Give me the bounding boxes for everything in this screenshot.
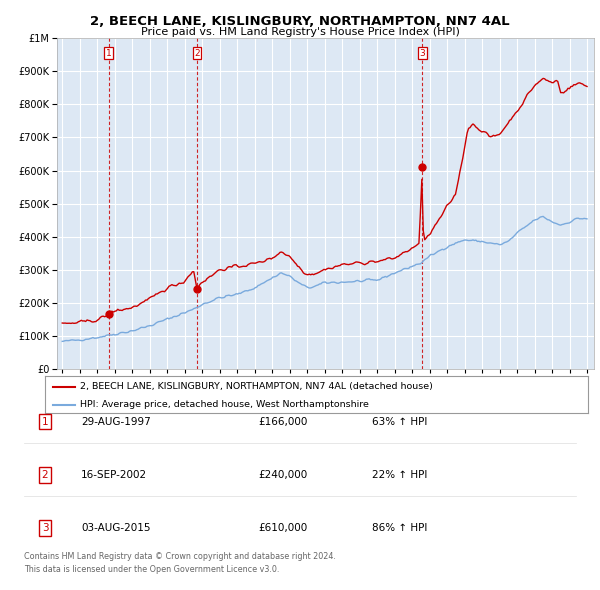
Text: £166,000: £166,000	[258, 417, 307, 427]
Text: 86% ↑ HPI: 86% ↑ HPI	[372, 523, 427, 533]
Text: 29-AUG-1997: 29-AUG-1997	[81, 417, 151, 427]
Text: 3: 3	[419, 49, 425, 58]
Text: 2, BEECH LANE, KISLINGBURY, NORTHAMPTON, NN7 4AL: 2, BEECH LANE, KISLINGBURY, NORTHAMPTON,…	[90, 15, 510, 28]
Text: £610,000: £610,000	[258, 523, 307, 533]
Text: 22% ↑ HPI: 22% ↑ HPI	[372, 470, 427, 480]
Text: 1: 1	[41, 417, 49, 427]
Text: 3: 3	[41, 523, 49, 533]
Text: 63% ↑ HPI: 63% ↑ HPI	[372, 417, 427, 427]
Text: 1: 1	[106, 49, 112, 58]
Text: 03-AUG-2015: 03-AUG-2015	[81, 523, 151, 533]
Text: £240,000: £240,000	[258, 470, 307, 480]
Text: 2: 2	[41, 470, 49, 480]
Text: Price paid vs. HM Land Registry's House Price Index (HPI): Price paid vs. HM Land Registry's House …	[140, 27, 460, 37]
Text: 2, BEECH LANE, KISLINGBURY, NORTHAMPTON, NN7 4AL (detached house): 2, BEECH LANE, KISLINGBURY, NORTHAMPTON,…	[80, 382, 433, 391]
Text: 16-SEP-2002: 16-SEP-2002	[81, 470, 147, 480]
Text: 2: 2	[194, 49, 200, 58]
Text: Contains HM Land Registry data © Crown copyright and database right 2024.: Contains HM Land Registry data © Crown c…	[24, 552, 336, 561]
Text: This data is licensed under the Open Government Licence v3.0.: This data is licensed under the Open Gov…	[24, 565, 280, 574]
Text: HPI: Average price, detached house, West Northamptonshire: HPI: Average price, detached house, West…	[80, 401, 369, 409]
